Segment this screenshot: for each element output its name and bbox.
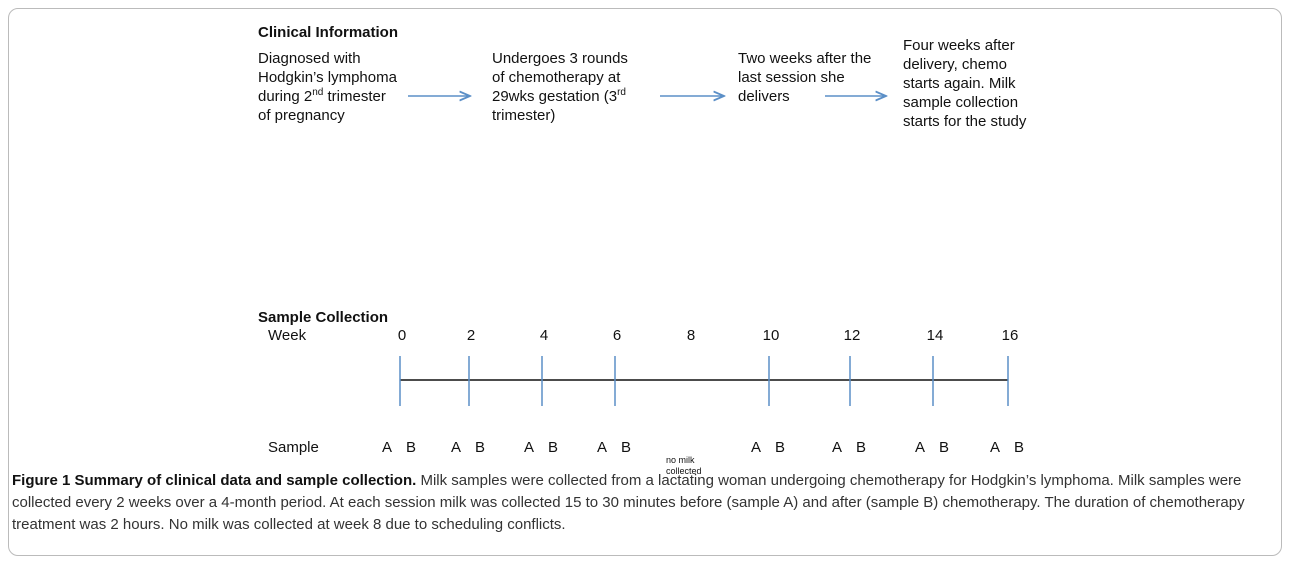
sample-a: A bbox=[524, 439, 535, 456]
sample-a: A bbox=[915, 439, 926, 456]
week-number: 8 bbox=[686, 327, 696, 344]
sample-b: B bbox=[406, 439, 417, 456]
sample-b: B bbox=[856, 439, 867, 456]
superscript: nd bbox=[312, 87, 324, 98]
step-text: Two weeks after the last session she del… bbox=[738, 49, 880, 106]
week-number: 14 bbox=[926, 327, 944, 344]
sample-a: A bbox=[990, 439, 1001, 456]
sample-a: A bbox=[451, 439, 462, 456]
step-text: Four weeks after delivery, chemo starts … bbox=[903, 36, 1045, 131]
sample-a: A bbox=[382, 439, 393, 456]
sample-b: B bbox=[775, 439, 786, 456]
text: Four weeks after delivery, chemo starts … bbox=[903, 37, 1027, 130]
caption: Figure 1 Summary of clinical data and sa… bbox=[12, 470, 1278, 536]
text: Diagnosed with Hodgkin’s lymphoma during… bbox=[258, 50, 397, 105]
sample-label: Sample bbox=[268, 439, 319, 456]
week-number: 2 bbox=[466, 327, 476, 344]
text: trimester) bbox=[492, 107, 556, 124]
week-number: 12 bbox=[843, 327, 861, 344]
week-number: 6 bbox=[612, 327, 622, 344]
caption-label: Figure 1 Summary of clinical data and sa… bbox=[12, 472, 417, 489]
step-text: Diagnosed with Hodgkin’s lymphoma during… bbox=[258, 49, 400, 125]
sample-a: A bbox=[832, 439, 843, 456]
week-number: 16 bbox=[1001, 327, 1019, 344]
section-title: Sample Collection bbox=[258, 309, 389, 326]
note: no milk collected bbox=[666, 455, 702, 476]
sample-b: B bbox=[475, 439, 486, 456]
week-number: 0 bbox=[397, 327, 407, 344]
figure-frame bbox=[8, 8, 1282, 556]
week-number: 10 bbox=[762, 327, 780, 344]
week-number: 4 bbox=[539, 327, 549, 344]
section-title: Clinical Information bbox=[258, 24, 399, 41]
text: Two weeks after the last session she del… bbox=[738, 50, 872, 105]
sample-b: B bbox=[1014, 439, 1025, 456]
sample-a: A bbox=[751, 439, 762, 456]
sample-a: A bbox=[597, 439, 608, 456]
sample-b: B bbox=[939, 439, 950, 456]
sample-b: B bbox=[621, 439, 632, 456]
text: trimester of pregnancy bbox=[258, 88, 386, 124]
caption-text: Milk samples were collected from a lacta… bbox=[12, 472, 1245, 533]
superscript: rd bbox=[617, 87, 626, 98]
sample-b: B bbox=[548, 439, 559, 456]
step-text: Undergoes 3 rounds of chemotherapy at 29… bbox=[492, 49, 634, 125]
text: Undergoes 3 rounds of chemotherapy at 29… bbox=[492, 50, 628, 105]
week-label: Week bbox=[268, 327, 307, 344]
